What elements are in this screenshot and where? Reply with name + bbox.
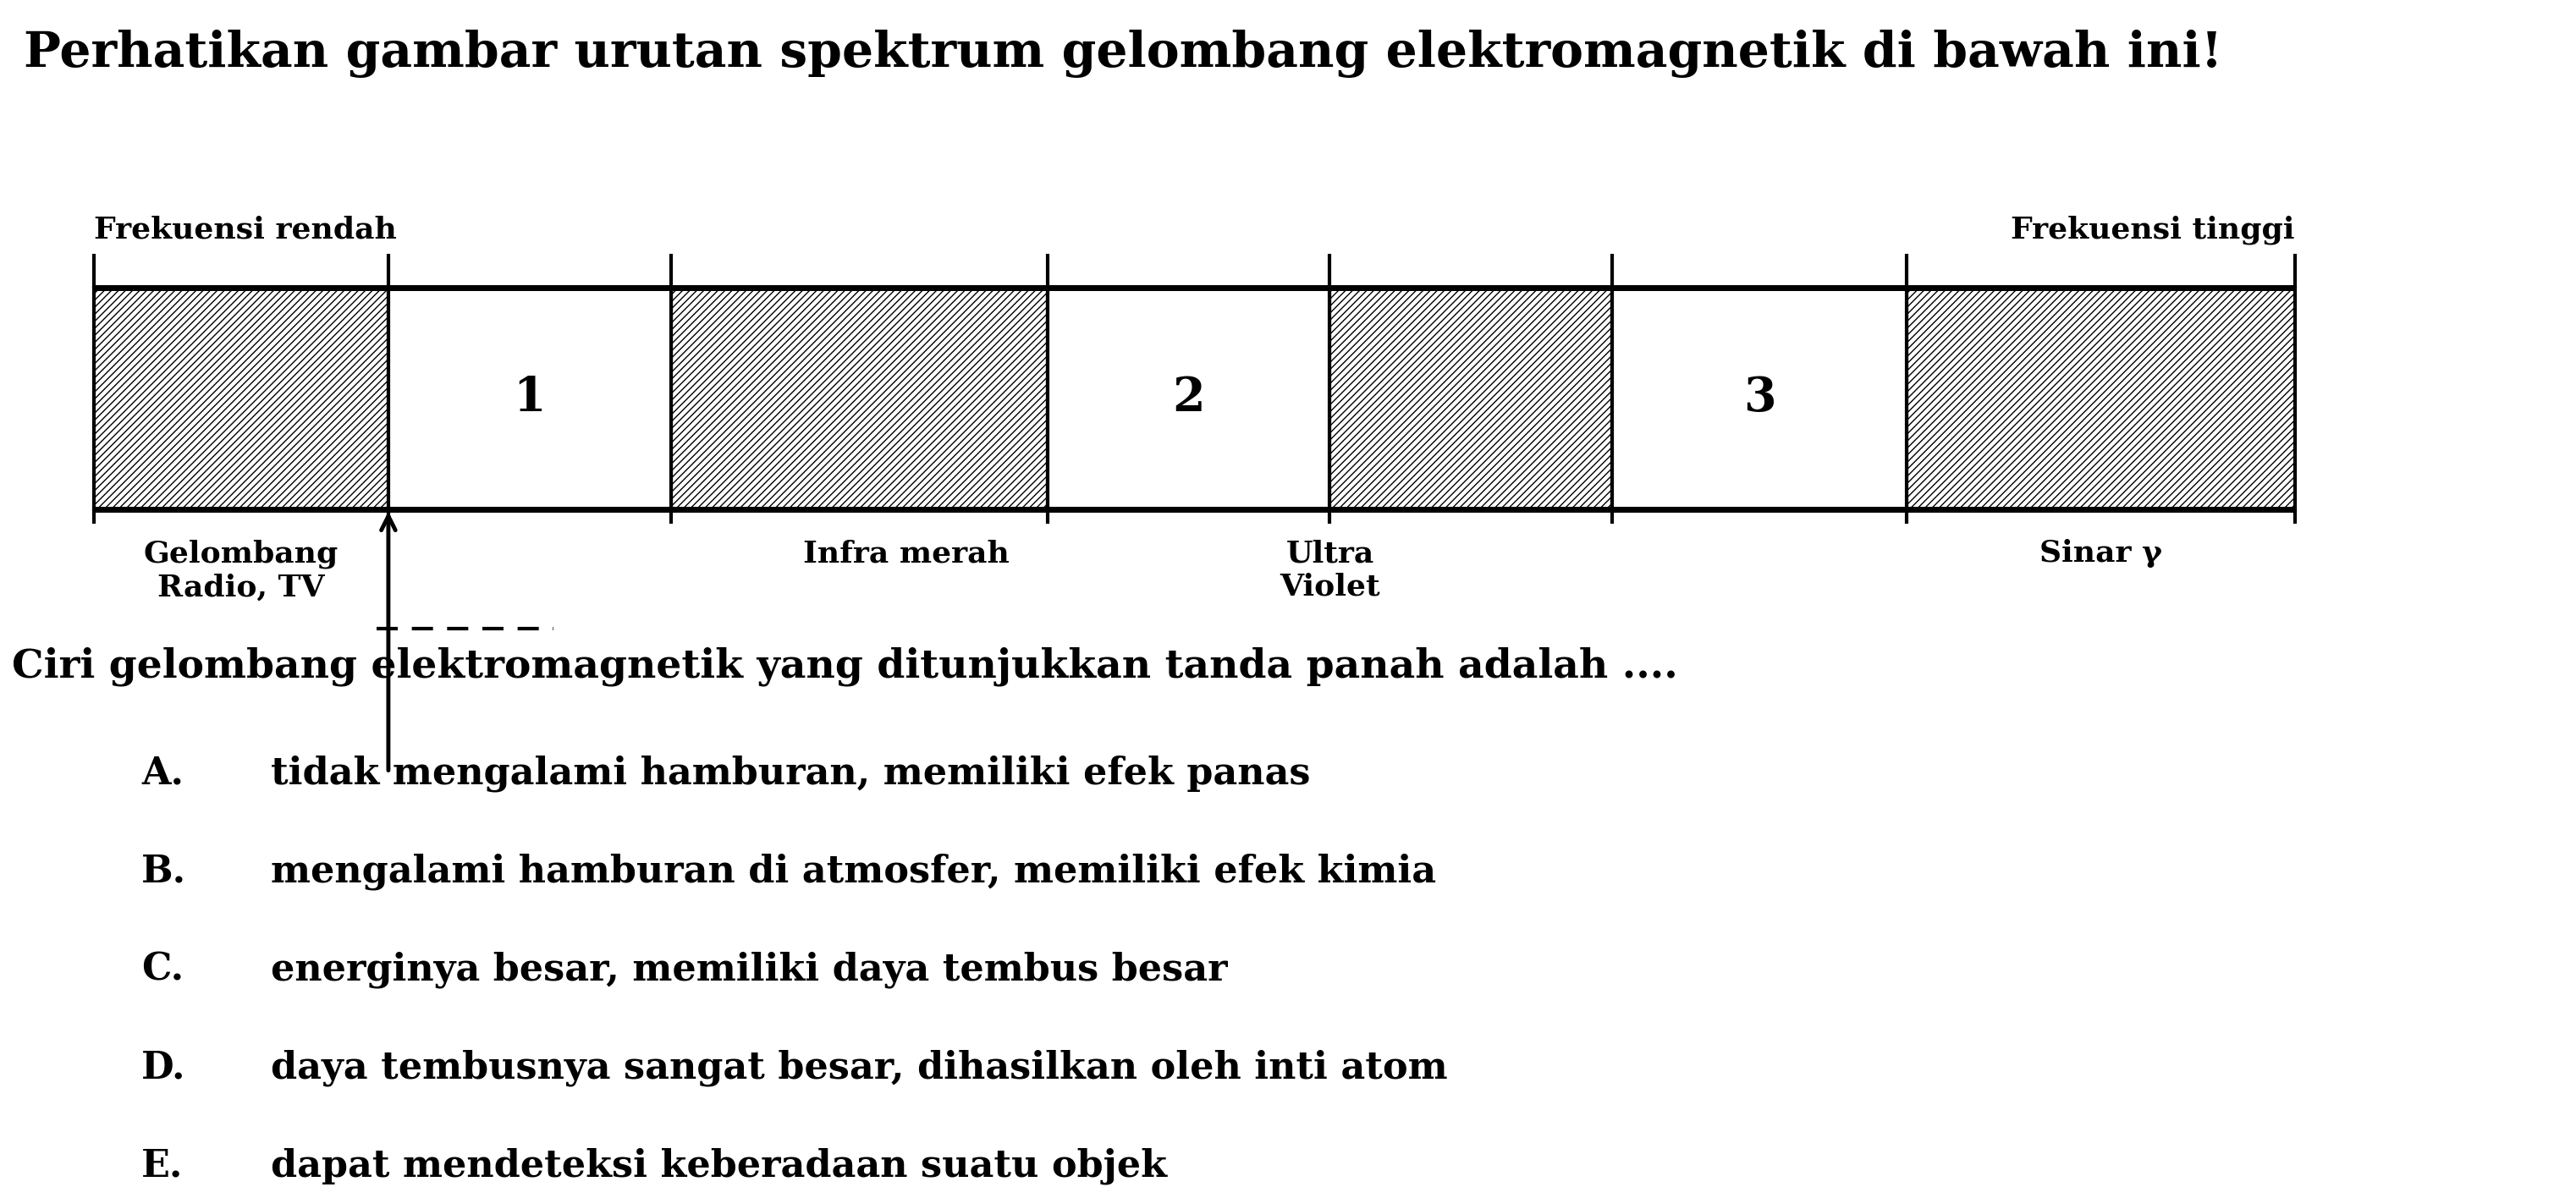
Text: Sinar γ: Sinar γ [2040,539,2161,568]
Text: Ultra
Violet: Ultra Violet [1280,539,1381,601]
Text: C.: C. [142,951,183,987]
Text: Ciri gelombang elektromagnetik yang ditunjukkan tanda panah adalah ....: Ciri gelombang elektromagnetik yang ditu… [13,647,1677,686]
Text: energinya besar, memiliki daya tembus besar: energinya besar, memiliki daya tembus be… [270,951,1226,988]
Text: 3: 3 [1744,375,1775,422]
Text: tidak mengalami hamburan, memiliki efek panas: tidak mengalami hamburan, memiliki efek … [270,755,1311,792]
Text: Gelombang
Radio, TV: Gelombang Radio, TV [144,539,337,601]
Bar [95,288,389,509]
Bar [1048,288,1329,509]
Bar [670,288,1048,509]
Bar [389,288,670,509]
Text: mengalami hamburan di atmosfer, memiliki efek kimia: mengalami hamburan di atmosfer, memiliki… [270,853,1435,890]
Text: Infra merah: Infra merah [804,539,1010,568]
Bar [1613,288,1906,509]
Text: Frekuensi tinggi: Frekuensi tinggi [2012,216,2295,244]
Text: E.: E. [142,1148,183,1184]
Text: 1: 1 [513,375,546,422]
Bar [1329,288,1613,509]
Text: A.: A. [142,755,183,791]
Text: dapat mendeteksi keberadaan suatu objek: dapat mendeteksi keberadaan suatu objek [270,1148,1167,1185]
Text: daya tembusnya sangat besar, dihasilkan oleh inti atom: daya tembusnya sangat besar, dihasilkan … [270,1049,1448,1087]
Text: B.: B. [142,853,185,889]
Text: Perhatikan gambar urutan spektrum gelombang elektromagnetik di bawah ini!: Perhatikan gambar urutan spektrum gelomb… [23,30,2223,78]
Text: Frekuensi rendah: Frekuensi rendah [95,216,397,244]
Text: 2: 2 [1172,375,1206,422]
Bar [1906,288,2295,509]
Text: D.: D. [142,1049,185,1085]
